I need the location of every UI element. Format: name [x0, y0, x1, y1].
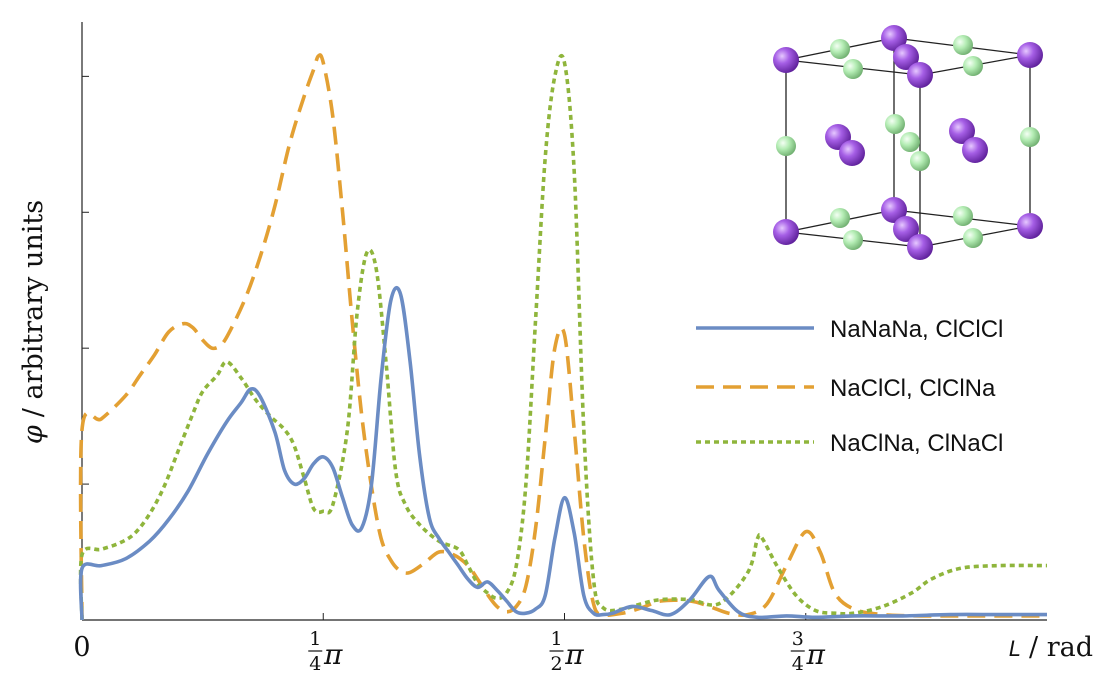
legend-label-0: NaNaNa, ClClCl	[830, 316, 1003, 343]
x-tick-pi: π	[564, 638, 584, 671]
x-tick-label: 1 2 π	[549, 628, 584, 675]
x-tick-numerator: 1	[550, 628, 562, 650]
y-axis-label: φ / arbitrary units	[18, 200, 49, 444]
sodium-atom	[893, 44, 919, 70]
y-axis-text: / arbitrary units	[18, 200, 49, 417]
x-tick-numerator: 1	[309, 628, 321, 650]
series-line-0	[78, 285, 1047, 621]
legend-label-2: NaClNa, ClNaCl	[830, 430, 1003, 457]
sodium-atom	[1017, 213, 1043, 239]
chlorine-atom	[953, 35, 973, 55]
x-tick-denominator: 4	[792, 653, 804, 675]
sodium-atom	[773, 219, 799, 245]
legend-label-1: NaClCl, ClClNa	[830, 375, 996, 402]
sodium-atom	[881, 25, 907, 51]
x-tick-label: 1 4 π	[308, 628, 343, 675]
x-tick-denominator: 2	[550, 653, 562, 675]
chlorine-atom	[830, 208, 850, 228]
sodium-atom	[907, 62, 933, 88]
x-tick-pi: π	[806, 638, 826, 671]
chlorine-atom	[830, 39, 850, 59]
x-tick-label: 0	[73, 632, 90, 663]
y-axis-symbol: φ	[18, 425, 49, 444]
chlorine-atom	[963, 228, 983, 248]
chlorine-atom	[843, 230, 863, 250]
chlorine-atom	[843, 59, 863, 79]
series-line-2	[78, 54, 1048, 621]
chlorine-atom	[885, 114, 905, 134]
chlorine-atom	[953, 206, 973, 226]
sodium-atom	[893, 216, 919, 242]
chlorine-atom	[910, 151, 930, 171]
chlorine-atom	[776, 136, 796, 156]
series-line-1	[78, 53, 1047, 621]
x-tick-numerator: 3	[792, 628, 804, 650]
x-tick-pi: π	[323, 638, 343, 671]
sodium-atom	[773, 47, 799, 73]
sodium-atom	[962, 137, 988, 163]
x-tick-denominator: 4	[309, 653, 321, 675]
sodium-atom	[839, 140, 865, 166]
legend: NaNaNa, ClClCl NaClCl, ClClNa NaClNa, ClNa…	[696, 316, 1003, 457]
sodium-atom	[949, 118, 975, 144]
sodium-atom	[907, 234, 933, 260]
chlorine-atom	[900, 132, 920, 152]
crystal-structure-inset	[773, 25, 1043, 260]
x-axis-symbol: L	[1009, 636, 1021, 661]
sodium-atom	[1017, 42, 1043, 68]
chlorine-atom	[963, 56, 983, 76]
x-axis-label: L / rad	[1009, 632, 1093, 663]
chlorine-atom	[1020, 127, 1040, 147]
x-tick-label: 3 4 π	[790, 628, 826, 675]
sodium-atom	[881, 197, 907, 223]
series-layer	[78, 53, 1048, 621]
x-axis-unit: / rad	[1029, 632, 1093, 663]
